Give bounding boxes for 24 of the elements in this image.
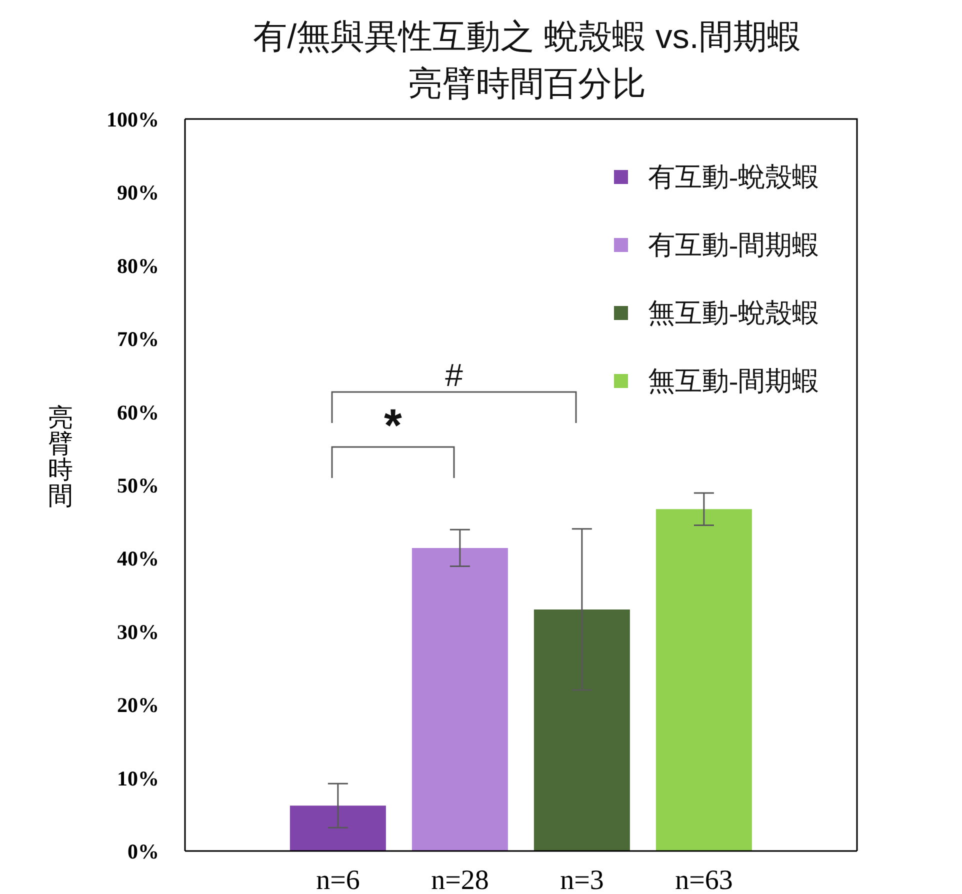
y-tick-label: 100% — [106, 107, 159, 132]
annotation: * — [384, 399, 402, 451]
chart-subtitle: 亮臂時間百分比 — [407, 64, 647, 105]
y-tick-label: 30% — [117, 620, 159, 644]
y-tick-label: 90% — [117, 180, 159, 205]
legend-label: 無互動-間期蝦 — [648, 365, 819, 398]
legend-label: 有互動-間期蝦 — [648, 229, 819, 262]
chart-title: 有/無與異性互動之 蛻殼蝦 vs.間期蝦 — [252, 17, 802, 58]
annotation: # — [445, 357, 464, 393]
y-tick-label: 40% — [117, 546, 159, 571]
x-tick-label: n=28 — [431, 864, 489, 894]
y-tick-label: 50% — [117, 473, 159, 498]
y-tick-label: 80% — [117, 254, 159, 278]
legend-label: 有互動-蛻殼蝦 — [648, 161, 819, 194]
x-tick-label: n=3 — [560, 864, 604, 894]
x-tick-label: n=6 — [316, 864, 360, 894]
y-tick-label: 20% — [117, 693, 159, 718]
y-axis-title: 亮臂時間 — [48, 405, 74, 510]
legend-label: 無互動-蛻殼蝦 — [648, 297, 819, 330]
y-tick-label: 70% — [117, 327, 159, 352]
y-tick-label: 10% — [117, 766, 159, 790]
x-tick-label: n=63 — [675, 864, 733, 894]
y-tick-label: 60% — [117, 400, 159, 424]
y-tick-label: 0% — [128, 839, 159, 864]
